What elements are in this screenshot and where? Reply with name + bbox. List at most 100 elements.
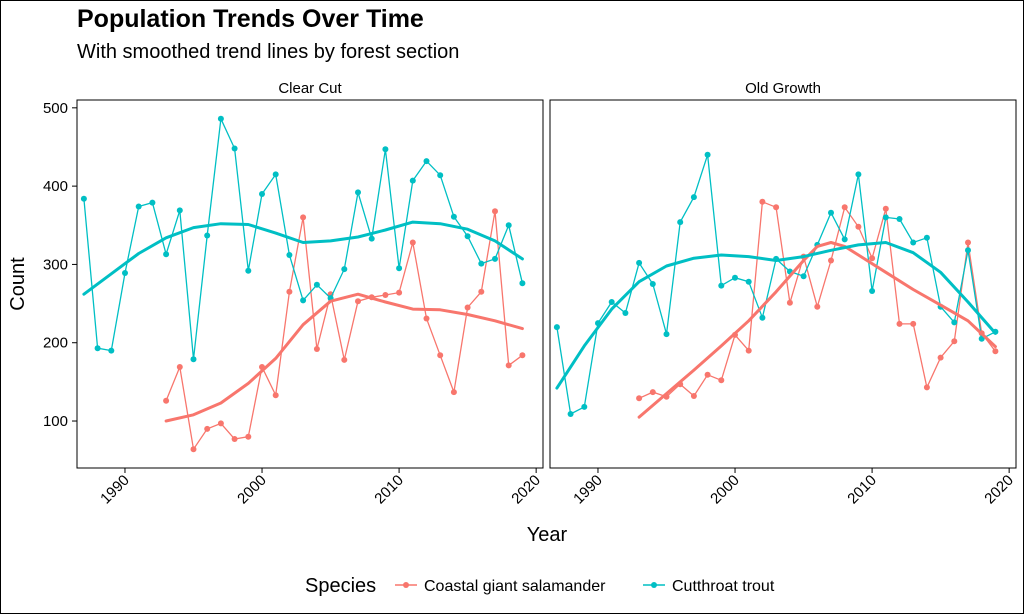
data-point-coastal-giant-salamander <box>828 257 834 264</box>
data-point-cutthroat-trout <box>149 199 156 206</box>
data-point-coastal-giant-salamander <box>855 223 862 230</box>
data-point-coastal-giant-salamander <box>923 384 930 391</box>
panel-marks <box>80 115 526 453</box>
data-point-coastal-giant-salamander <box>896 320 903 327</box>
data-point-cutthroat-trout <box>663 331 670 338</box>
legend-items: Coastal giant salamander Cutthroat trout <box>395 578 775 595</box>
data-point-coastal-giant-salamander <box>773 204 780 211</box>
data-point-cutthroat-trout <box>649 281 656 287</box>
data-point-cutthroat-trout <box>581 403 588 410</box>
data-point-cutthroat-trout <box>450 213 457 220</box>
data-point-coastal-giant-salamander <box>300 214 307 221</box>
chart-subtitle: With smoothed trend lines by forest sect… <box>77 41 459 63</box>
series-line-coastal-giant-salamander <box>165 211 523 451</box>
data-point-cutthroat-trout <box>855 171 862 178</box>
data-point-cutthroat-trout <box>978 335 985 342</box>
data-point-cutthroat-trout <box>245 267 252 274</box>
data-point-coastal-giant-salamander <box>272 392 279 399</box>
data-point-coastal-giant-salamander <box>910 320 917 327</box>
legend-label-cutthroat-trout: Cutthroat trout <box>672 578 775 595</box>
data-point-cutthroat-trout <box>636 259 643 266</box>
data-point-coastal-giant-salamander <box>355 298 361 305</box>
data-point-coastal-giant-salamander <box>937 354 944 361</box>
data-point-coastal-giant-salamander <box>231 436 238 442</box>
data-point-cutthroat-trout <box>437 172 444 179</box>
legend-key-point-cutthroat-trout <box>651 582 657 588</box>
data-point-cutthroat-trout <box>800 273 807 280</box>
data-point-cutthroat-trout <box>409 177 416 184</box>
data-point-coastal-giant-salamander <box>478 288 485 295</box>
data-point-coastal-giant-salamander <box>217 420 224 427</box>
data-point-coastal-giant-salamander <box>814 303 821 310</box>
data-point-cutthroat-trout <box>190 356 197 363</box>
data-point-coastal-giant-salamander <box>786 299 793 306</box>
data-point-coastal-giant-salamander <box>505 362 512 369</box>
data-point-coastal-giant-salamander <box>649 389 656 396</box>
data-point-coastal-giant-salamander <box>965 239 971 246</box>
data-point-coastal-giant-salamander <box>704 371 711 378</box>
data-point-coastal-giant-salamander <box>519 352 526 359</box>
data-point-coastal-giant-salamander <box>882 205 889 212</box>
data-point-cutthroat-trout <box>677 219 684 226</box>
data-point-cutthroat-trout <box>553 324 560 331</box>
data-point-cutthroat-trout <box>122 270 128 276</box>
x-axis-title: Year <box>527 524 568 546</box>
panel-border <box>76 99 544 469</box>
data-point-coastal-giant-salamander <box>450 389 457 396</box>
data-point-cutthroat-trout <box>108 347 115 354</box>
data-point-cutthroat-trout <box>163 251 170 258</box>
data-point-cutthroat-trout <box>313 281 320 288</box>
y-tick-label: 500 <box>43 100 68 117</box>
legend: Species Coastal giant salamander Cutthroa… <box>305 575 775 597</box>
legend-key-point-coastal-giant-salamander <box>403 582 409 588</box>
data-point-cutthroat-trout <box>704 151 711 158</box>
data-point-cutthroat-trout <box>965 247 971 254</box>
data-point-cutthroat-trout <box>478 260 485 267</box>
trend-line-cutthroat-trout <box>82 220 524 296</box>
data-point-cutthroat-trout <box>505 222 512 229</box>
y-tick-label: 100 <box>43 413 68 430</box>
series-line-cutthroat-trout <box>556 154 996 415</box>
data-point-coastal-giant-salamander <box>409 239 416 246</box>
data-point-cutthroat-trout <box>231 145 238 152</box>
data-point-cutthroat-trout <box>622 310 629 316</box>
x-tick-label: 2000 <box>234 472 270 508</box>
chart-title: Population Trends Over Time <box>77 5 424 33</box>
data-point-cutthroat-trout <box>382 146 389 153</box>
x-tick-label: 2000 <box>707 472 743 508</box>
data-point-cutthroat-trout <box>882 214 889 221</box>
data-point-cutthroat-trout <box>896 216 903 222</box>
data-point-cutthroat-trout <box>841 236 848 243</box>
data-point-cutthroat-trout <box>718 282 725 289</box>
data-point-coastal-giant-salamander <box>464 304 471 311</box>
series-line-coastal-giant-salamander <box>638 200 996 399</box>
data-point-cutthroat-trout <box>368 235 375 242</box>
data-point-cutthroat-trout <box>272 171 279 178</box>
data-point-cutthroat-trout <box>176 207 183 214</box>
data-point-coastal-giant-salamander <box>869 255 876 262</box>
data-point-coastal-giant-salamander <box>245 433 252 440</box>
data-point-cutthroat-trout <box>135 203 142 210</box>
legend-title: Species <box>305 575 376 597</box>
data-point-coastal-giant-salamander <box>437 352 444 359</box>
data-point-coastal-giant-salamander <box>176 364 183 370</box>
x-tick-label: 2010 <box>844 472 880 508</box>
y-tick-label: 300 <box>43 256 68 273</box>
data-point-coastal-giant-salamander <box>286 288 293 295</box>
data-point-cutthroat-trout <box>951 319 958 326</box>
y-tick-label: 400 <box>43 178 68 195</box>
data-point-coastal-giant-salamander <box>636 395 643 402</box>
x-tick-label: 2010 <box>371 472 407 508</box>
legend-label-coastal-giant-salamander: Coastal giant salamander <box>424 578 606 595</box>
data-point-coastal-giant-salamander <box>190 446 197 453</box>
data-point-cutthroat-trout <box>608 299 615 305</box>
y-tick-label: 200 <box>43 335 68 352</box>
data-point-cutthroat-trout <box>732 274 738 281</box>
data-point-cutthroat-trout <box>423 158 430 165</box>
data-point-coastal-giant-salamander <box>492 208 498 215</box>
data-point-cutthroat-trout <box>690 194 697 201</box>
trend-line-coastal-giant-salamander <box>164 292 524 423</box>
trend-line-cutthroat-trout <box>555 241 997 390</box>
x-tick-label: 1990 <box>570 472 606 508</box>
